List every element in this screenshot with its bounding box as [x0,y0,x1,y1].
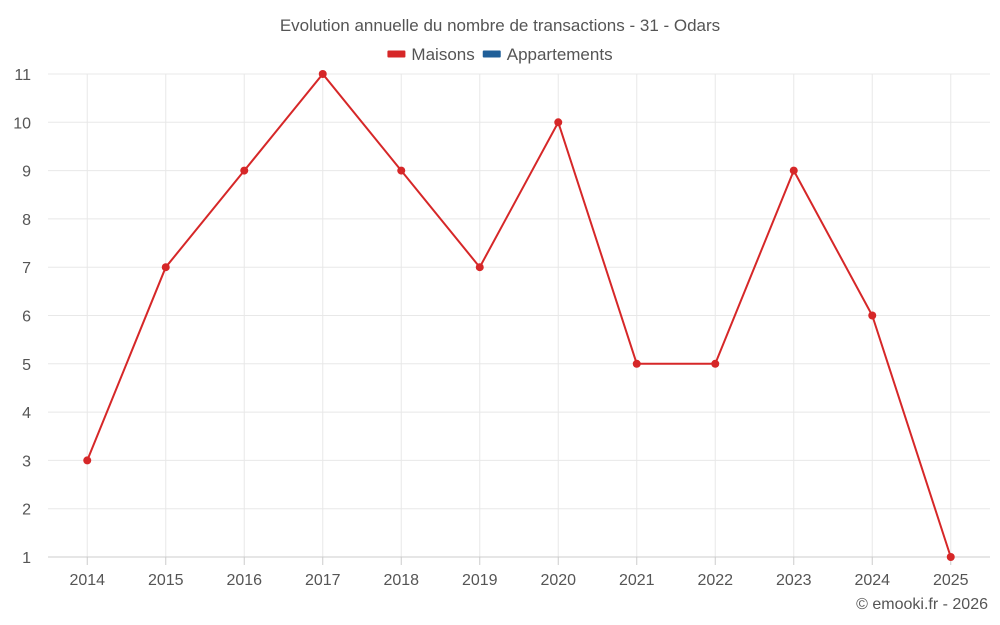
y-tick-label: 9 [22,164,31,181]
legend-item[interactable]: Appartements [482,45,613,64]
series-line [86,72,952,558]
y-tick-label: 1 [22,550,31,567]
y-tick-label: 6 [22,309,31,326]
data-point[interactable] [946,553,955,561]
x-tick-label: 2014 [69,572,105,589]
legend-label: Maisons [411,45,474,64]
legend-item[interactable]: Maisons [387,45,475,64]
data-point[interactable] [475,263,484,272]
x-tick-label: 2018 [383,572,419,589]
legend-label: Appartements [507,45,613,64]
y-tick-label: 7 [22,260,31,277]
credit-text: © emooki.fr - 2026 [856,596,988,613]
y-axis-ticks: 1 2 3 4 5 6 7 8 9 10 11 [13,67,31,567]
x-tick-label: 2021 [619,572,655,589]
series-maisons [83,70,955,561]
data-point[interactable] [868,311,877,320]
legend: Maisons Appartements [387,45,613,64]
y-tick-label: 4 [22,405,31,422]
y-tick-label: 5 [22,357,31,374]
x-gridlines [86,74,952,565]
data-point[interactable] [554,118,563,127]
series-layer [83,70,955,561]
data-point[interactable] [789,166,798,175]
x-tick-label: 2025 [933,572,969,589]
data-point[interactable] [318,70,327,78]
legend-swatch [387,50,406,58]
y-tick-label: 10 [13,115,31,132]
y-tick-label: 8 [22,212,31,229]
y-tick-label: 2 [22,502,31,519]
data-point[interactable] [632,359,641,368]
y-tick-label: 3 [22,453,31,470]
data-point[interactable] [240,166,249,175]
data-point[interactable] [83,456,92,465]
x-tick-label: 2024 [854,572,890,589]
x-axis-ticks: 2014 2015 2016 2017 2018 2019 2020 2021 2022 2023… [69,572,968,589]
x-tick-label: 2016 [226,572,262,589]
x-tick-label: 2020 [540,572,576,589]
data-point[interactable] [161,263,170,272]
data-point[interactable] [397,166,406,175]
data-point[interactable] [711,359,720,368]
x-tick-label: 2022 [697,572,733,589]
x-tick-label: 2019 [462,572,498,589]
legend-swatch [482,50,501,58]
y-tick-label: 11 [14,67,31,84]
x-tick-label: 2017 [305,572,341,589]
x-tick-label: 2023 [776,572,812,589]
x-tick-label: 2015 [148,572,184,589]
y-gridlines [48,73,990,558]
chart-title: Evolution annuelle du nombre de transact… [280,16,720,35]
